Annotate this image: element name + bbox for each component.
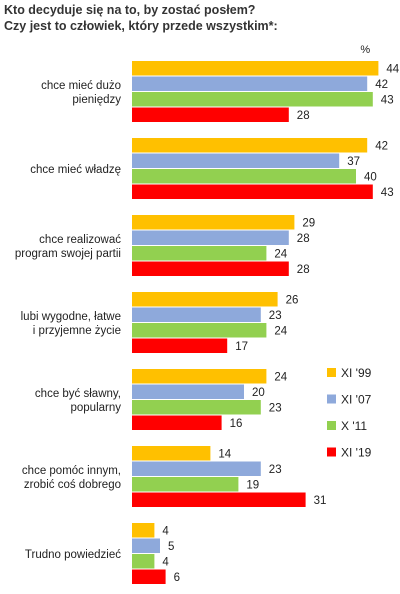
data-label: 28 [297,264,310,276]
data-label: 24 [274,249,287,261]
bar [132,446,211,461]
bar [132,477,239,492]
bar [132,92,373,107]
legend-label: XI '19 [341,446,372,460]
bar [132,246,267,261]
data-label: 4 [162,557,169,569]
legend-label: XI '07 [341,393,372,407]
legend-label: XI '99 [341,366,372,380]
legend-swatch [327,394,336,404]
category-label: program swojej partii [15,248,121,260]
data-label: 5 [168,541,174,553]
bar [132,554,155,569]
legend-swatch [327,421,336,430]
bar [132,369,267,384]
category-label: chce mieć dużo [41,80,121,92]
category-label: popularny [70,402,121,414]
bar [132,292,278,307]
category-label: zrobić coś dobrego [24,479,121,491]
data-label: 43 [381,95,394,107]
data-label: 26 [286,295,299,307]
bar [132,76,368,91]
data-label: 28 [297,233,310,245]
data-label: 23 [269,310,282,322]
bar [132,323,267,338]
bar [132,153,340,168]
chart-title: Kto decyduje się na to, by zostać posłem… [4,2,396,34]
data-label: 28 [297,110,310,122]
data-label: 42 [375,141,388,153]
data-label: 23 [269,464,282,476]
data-label: 14 [218,449,231,461]
bar [132,215,295,230]
category-label: pieniędzy [72,94,121,106]
bar [132,184,373,199]
bar [132,538,160,553]
data-label: 37 [347,156,360,168]
unit-label: % [360,44,370,56]
category-label: chce realizować [39,234,121,246]
bar [132,138,368,153]
title-line-2: Czy jest to człowiek, który przede wszys… [4,19,278,33]
bar [132,461,261,476]
data-label: 4 [162,526,169,538]
bar [132,569,166,584]
legend-label: X '11 [341,419,367,433]
data-label: 20 [252,387,265,399]
bar [132,338,228,353]
data-label: 42 [375,79,388,91]
bar [132,492,306,507]
bar [132,384,244,399]
legend-swatch [327,368,336,377]
bar [132,61,379,76]
bar [132,307,261,322]
bar [132,169,356,184]
legend-swatch [327,447,336,457]
data-label: 31 [314,495,327,507]
category-label: i przyjemne życie [33,325,121,337]
data-label: 44 [386,64,399,76]
data-label: 19 [246,480,259,492]
bar [132,261,289,276]
category-label: lubi wygodne, łatwe [21,311,121,323]
bar [132,523,155,538]
data-label: 24 [274,372,287,384]
bar [132,400,261,415]
data-label: 16 [230,418,243,430]
data-label: 24 [274,326,287,338]
data-label: 40 [364,172,377,184]
category-label: chce mieć władzę [30,164,121,176]
data-label: 23 [269,403,282,415]
data-label: 6 [174,572,180,584]
category-label: chce być sławny, [35,388,121,400]
bar [132,107,289,122]
bar [132,230,289,245]
category-label: chce pomóc innym, [22,465,121,477]
data-label: 29 [302,218,315,230]
data-label: 17 [235,341,248,353]
bar [132,415,222,430]
category-label: Trudno powiedzieć [25,549,121,561]
data-label: 43 [381,187,394,199]
title-line-1: Kto decyduje się na to, by zostać posłem… [4,3,256,17]
